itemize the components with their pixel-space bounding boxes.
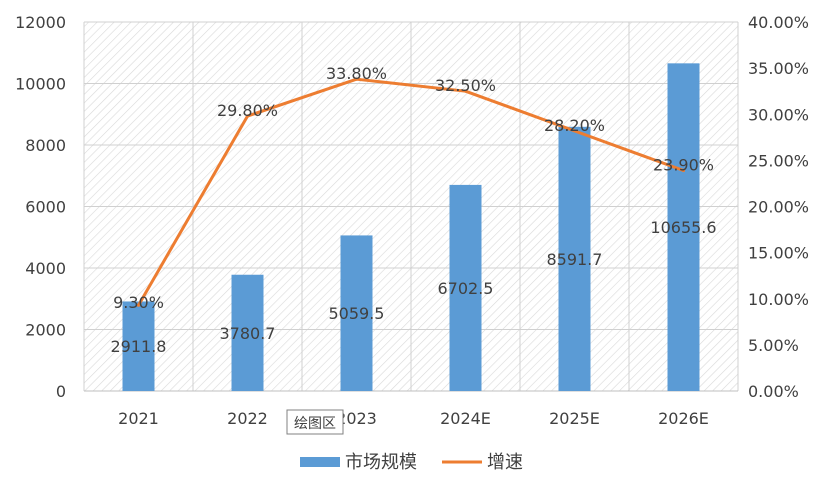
bar: [231, 274, 264, 391]
bar-series: [122, 63, 700, 391]
line-value-label: 9.30%: [113, 293, 164, 312]
growth-point: [682, 169, 685, 173]
y-right-tick-label: 35.00%: [748, 59, 809, 78]
bar: [340, 235, 373, 391]
growth-line: [137, 77, 685, 307]
growth-point: [246, 114, 249, 118]
y-left-tick-label: 0: [56, 382, 66, 401]
legend-bar-swatch: [300, 457, 340, 467]
bar-value-label: 3780.7: [220, 324, 276, 343]
tooltip-box: [286, 409, 344, 435]
bar-value-label: 10655.6: [650, 218, 716, 237]
line-value-label: 33.80%: [326, 64, 387, 83]
growth-point: [464, 89, 467, 93]
line-value-label: 28.20%: [544, 116, 605, 135]
bar-value-label: 5059.5: [329, 304, 385, 323]
bar: [667, 63, 700, 391]
x-tick-label: 2024E: [440, 409, 491, 428]
tooltip: 绘图区: [286, 409, 344, 435]
bar-value-label: 8591.7: [547, 250, 603, 269]
bar-value-label: 6702.5: [438, 279, 494, 298]
y-left-tick-label: 10000: [15, 75, 66, 94]
legend: 市场规模 增速: [300, 452, 523, 473]
growth-point: [573, 129, 576, 133]
y-right-tick-label: 10.00%: [748, 290, 809, 309]
y-right-tick-label: 30.00%: [748, 105, 809, 124]
y-axis-left: 0 2000 4000 6000 8000 10000 12000: [15, 13, 66, 401]
y-right-tick-label: 20.00%: [748, 198, 809, 217]
data-labels: 2911.8 3780.7 5059.5 6702.5 8591.7 10655.6 9.3…: [111, 64, 717, 356]
x-tick-label: 2022: [227, 409, 268, 428]
y-right-tick-label: 5.00%: [748, 336, 799, 355]
y-left-tick-label: 2000: [25, 321, 66, 340]
y-left-tick-label: 8000: [25, 136, 66, 155]
y-left-tick-label: 12000: [15, 13, 66, 32]
bar: [122, 301, 155, 391]
bar-value-label: 2911.8: [111, 337, 167, 356]
y-left-tick-label: 6000: [25, 198, 66, 217]
line-value-label: 32.50%: [435, 76, 496, 95]
line-value-label: 29.80%: [217, 101, 278, 120]
legend-bar-label: 市场规模: [345, 452, 417, 473]
x-tick-label: 2026E: [658, 409, 709, 428]
grid: [83, 21, 739, 392]
y-right-tick-label: 25.00%: [748, 151, 809, 170]
x-axis: 2021 2022 2023 2024E 2025E 2026E: [118, 409, 709, 428]
tooltip-text: 绘图区: [294, 416, 336, 432]
legend-line-label: 增速: [487, 452, 523, 473]
y-right-tick-label: 40.00%: [748, 13, 809, 32]
growth-point: [355, 77, 358, 81]
y-right-tick-label: 0.00%: [748, 382, 799, 401]
y-axis-right: 0.00% 5.00% 10.00% 15.00% 20.00% 25.00% 30.00%…: [748, 13, 809, 401]
x-tick-label: 2025E: [549, 409, 600, 428]
bar: [558, 126, 591, 391]
y-right-tick-label: 15.00%: [748, 244, 809, 263]
x-tick-label: 2023: [336, 409, 377, 428]
line-series: [137, 77, 685, 307]
x-tick-label: 2021: [118, 409, 159, 428]
bar: [449, 184, 482, 391]
y-left-tick-label: 4000: [25, 259, 66, 278]
line-value-label: 23.90%: [653, 156, 714, 175]
growth-point: [137, 303, 140, 307]
